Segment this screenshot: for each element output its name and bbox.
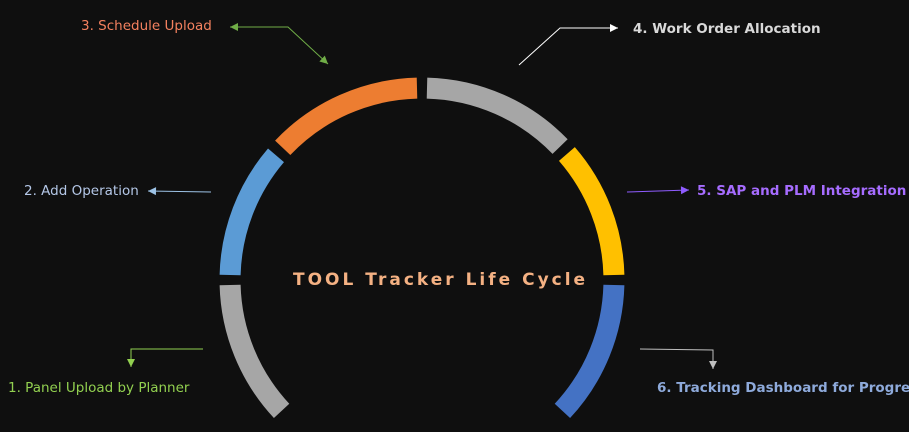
ring-segment-add-operation bbox=[219, 148, 285, 276]
arrow-work-order-line bbox=[518, 27, 618, 66]
ring-segment-tracking-dashboard bbox=[554, 284, 625, 419]
step-label-add-operation: 2. Add Operation bbox=[24, 183, 139, 199]
diagram-title: TOOL Tracker Life Cycle bbox=[293, 270, 589, 290]
arrow-add-operation-head bbox=[148, 187, 157, 196]
step-label-work-order-allocation: 4. Work Order Allocation bbox=[633, 21, 821, 37]
ring-segments bbox=[219, 77, 625, 419]
connector-arrows bbox=[127, 23, 717, 369]
step-label-schedule-upload: 3. Schedule Upload bbox=[81, 18, 212, 34]
arrow-schedule-upload-head bbox=[230, 23, 238, 31]
arrow-sap-plm-line bbox=[626, 189, 690, 193]
ring-segment-sap-plm bbox=[558, 147, 625, 276]
arrow-add-operation-line bbox=[147, 190, 212, 193]
step-label-panel-upload: 1. Panel Upload by Planner bbox=[8, 380, 190, 396]
arrow-panel-upload-head bbox=[127, 359, 135, 367]
arrow-schedule-upload-line bbox=[230, 26, 329, 65]
ring-segment-work-order bbox=[426, 77, 568, 155]
arrow-work-order-head bbox=[610, 24, 618, 32]
arrow-tracking-dashboard-line bbox=[639, 348, 714, 369]
arrow-tracking-dashboard-head bbox=[709, 361, 717, 369]
arrow-sap-plm-head bbox=[680, 186, 689, 195]
ring-segment-panel-upload bbox=[219, 284, 290, 419]
arrow-panel-upload-line bbox=[130, 348, 203, 367]
step-label-tracking-dashboard: 6. Tracking Dashboard for Progress bbox=[657, 380, 909, 396]
arrow-schedule-upload-head-start bbox=[319, 55, 328, 64]
step-label-sap-plm-integration: 5. SAP and PLM Integration bbox=[697, 183, 907, 199]
ring-segment-schedule-upload bbox=[275, 77, 418, 156]
